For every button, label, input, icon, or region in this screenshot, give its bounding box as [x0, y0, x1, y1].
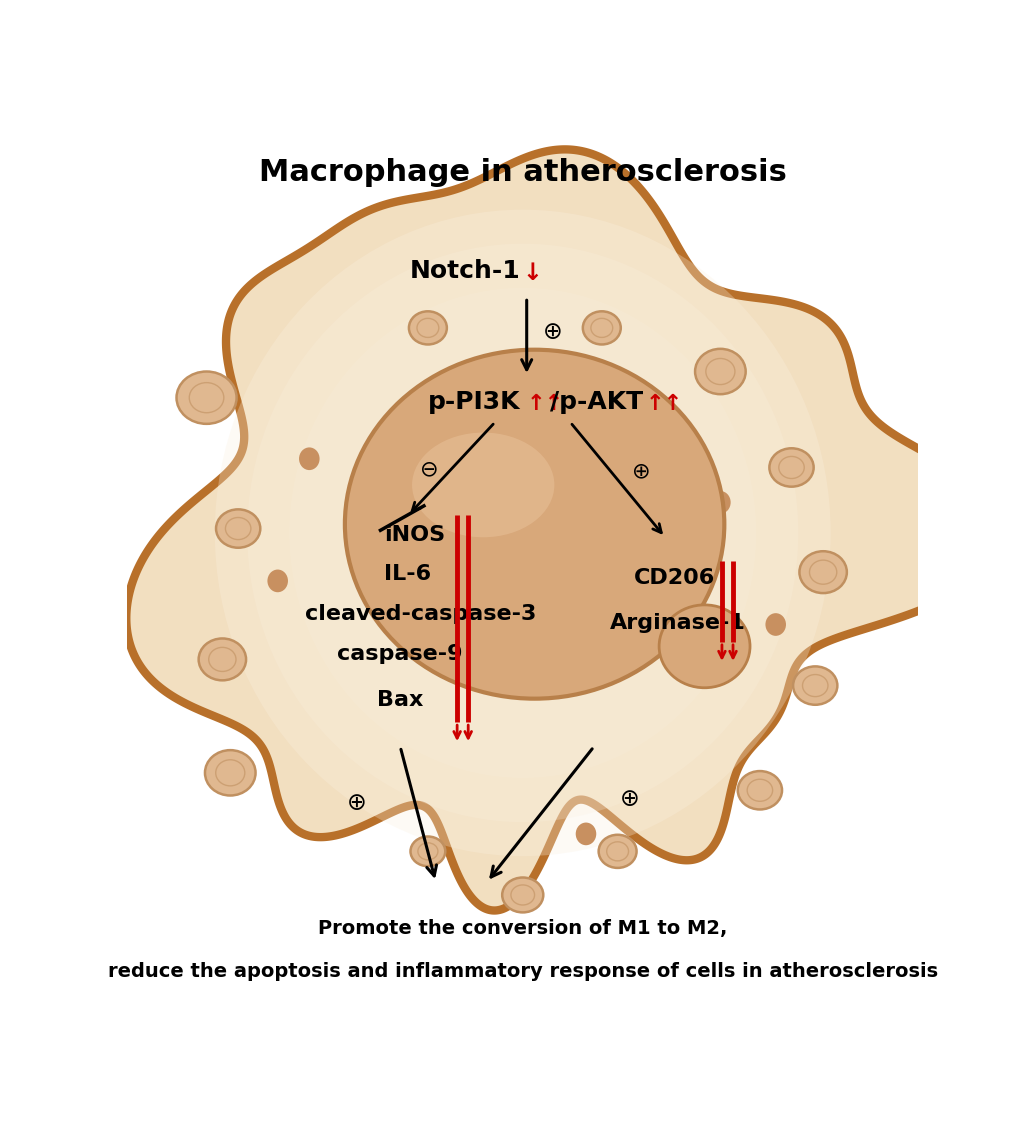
Ellipse shape: [768, 449, 813, 487]
Circle shape: [299, 448, 319, 470]
Ellipse shape: [412, 433, 554, 537]
Text: IL-6: IL-6: [384, 564, 431, 583]
Text: ⊕: ⊕: [632, 461, 650, 482]
Text: Notch-1: Notch-1: [410, 259, 520, 283]
Ellipse shape: [215, 210, 829, 857]
Ellipse shape: [409, 312, 446, 344]
Ellipse shape: [176, 372, 236, 424]
Text: iNOS: iNOS: [384, 525, 445, 545]
Text: ↑↑: ↑↑: [526, 394, 564, 414]
Ellipse shape: [737, 772, 782, 809]
Ellipse shape: [205, 750, 256, 795]
Text: ⊖: ⊖: [420, 459, 438, 479]
Ellipse shape: [410, 836, 445, 866]
Ellipse shape: [501, 877, 543, 912]
Text: ↓: ↓: [522, 261, 542, 284]
Text: ⊕: ⊕: [542, 321, 561, 344]
Text: CD206: CD206: [633, 569, 714, 588]
Text: Macrophage in atherosclerosis: Macrophage in atherosclerosis: [259, 157, 786, 187]
Ellipse shape: [199, 639, 246, 680]
Circle shape: [575, 823, 596, 845]
Ellipse shape: [793, 666, 837, 705]
Text: Bax: Bax: [376, 690, 423, 710]
Text: Arginase-1: Arginase-1: [609, 613, 745, 632]
Ellipse shape: [582, 312, 621, 344]
Ellipse shape: [658, 605, 749, 688]
Ellipse shape: [598, 835, 636, 868]
Text: reduce the apoptosis and inflammatory response of cells in atherosclerosis: reduce the apoptosis and inflammatory re…: [108, 962, 936, 981]
Ellipse shape: [289, 288, 755, 778]
Text: caspase-9: caspase-9: [336, 645, 462, 664]
Circle shape: [764, 613, 786, 636]
Text: ↑↑: ↑↑: [645, 394, 682, 414]
Ellipse shape: [799, 552, 846, 593]
Ellipse shape: [216, 510, 260, 547]
Text: p-PI3K: p-PI3K: [428, 390, 520, 414]
Polygon shape: [126, 150, 1002, 911]
Text: ⊕: ⊕: [346, 791, 366, 816]
Ellipse shape: [344, 350, 723, 699]
Ellipse shape: [247, 244, 798, 823]
Text: /p-AKT: /p-AKT: [550, 390, 643, 414]
Ellipse shape: [694, 349, 745, 394]
Text: ⊕: ⊕: [619, 787, 639, 811]
Circle shape: [709, 491, 730, 513]
Circle shape: [267, 570, 287, 593]
Text: cleaved-caspase-3: cleaved-caspase-3: [305, 604, 536, 624]
Text: Promote the conversion of M1 to M2,: Promote the conversion of M1 to M2,: [318, 919, 727, 938]
